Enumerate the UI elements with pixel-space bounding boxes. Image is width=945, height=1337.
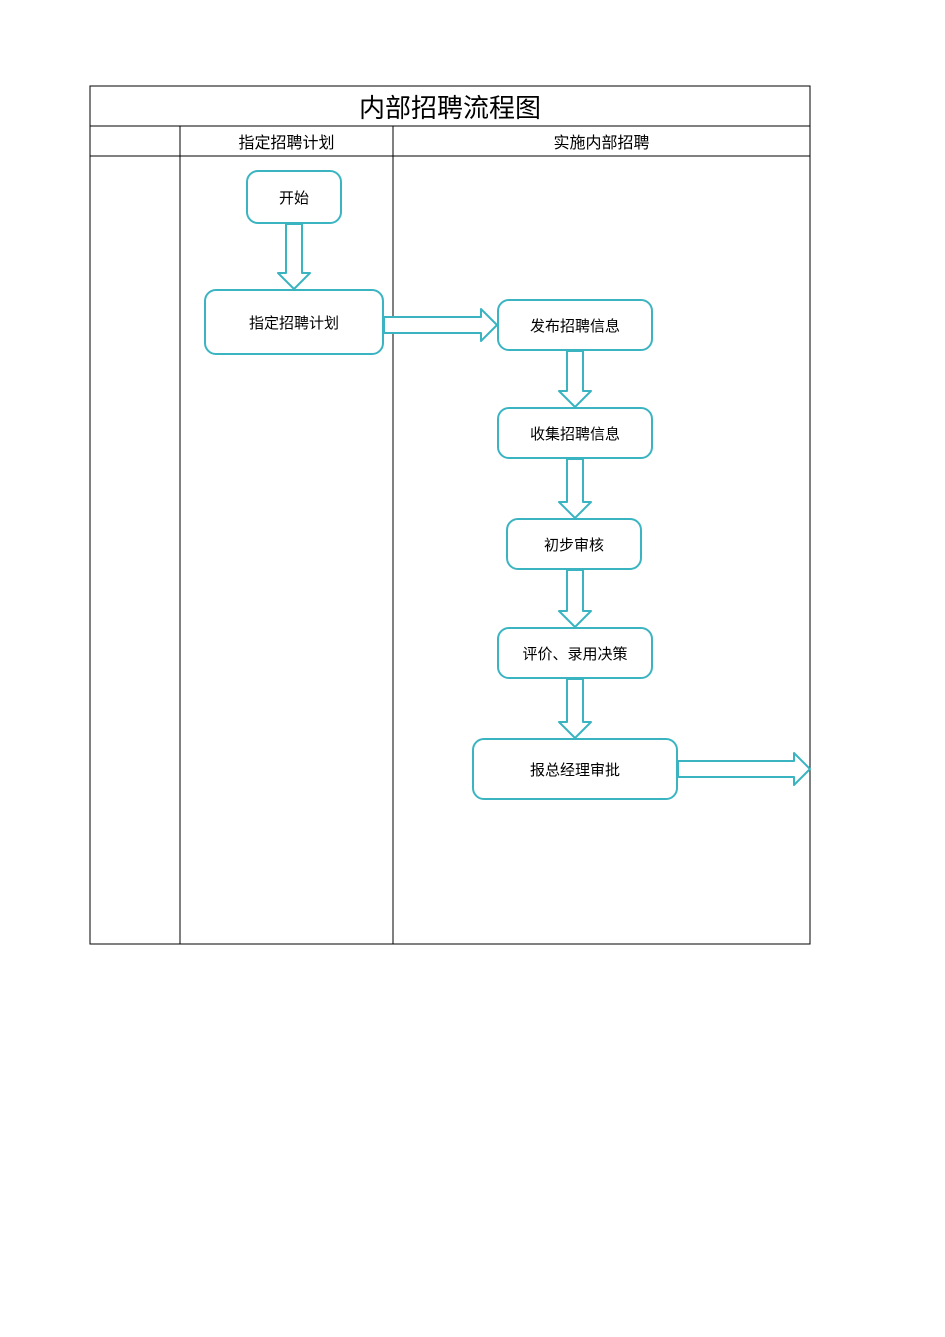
flow-node-collect: 收集招聘信息 xyxy=(497,407,653,459)
chart-title: 内部招聘流程图 xyxy=(90,86,810,126)
flow-node-decide: 评价、录用决策 xyxy=(497,627,653,679)
flow-node-start: 开始 xyxy=(246,170,342,224)
column-header-implement: 实施内部招聘 xyxy=(393,126,810,156)
flow-node-publish: 发布招聘信息 xyxy=(497,299,653,351)
column-header-plan: 指定招聘计划 xyxy=(180,126,393,156)
flowchart-svg xyxy=(0,0,945,1337)
flow-node-review: 初步审核 xyxy=(506,518,642,570)
flow-node-approve: 报总经理审批 xyxy=(472,738,678,800)
flow-node-plan: 指定招聘计划 xyxy=(204,289,384,355)
